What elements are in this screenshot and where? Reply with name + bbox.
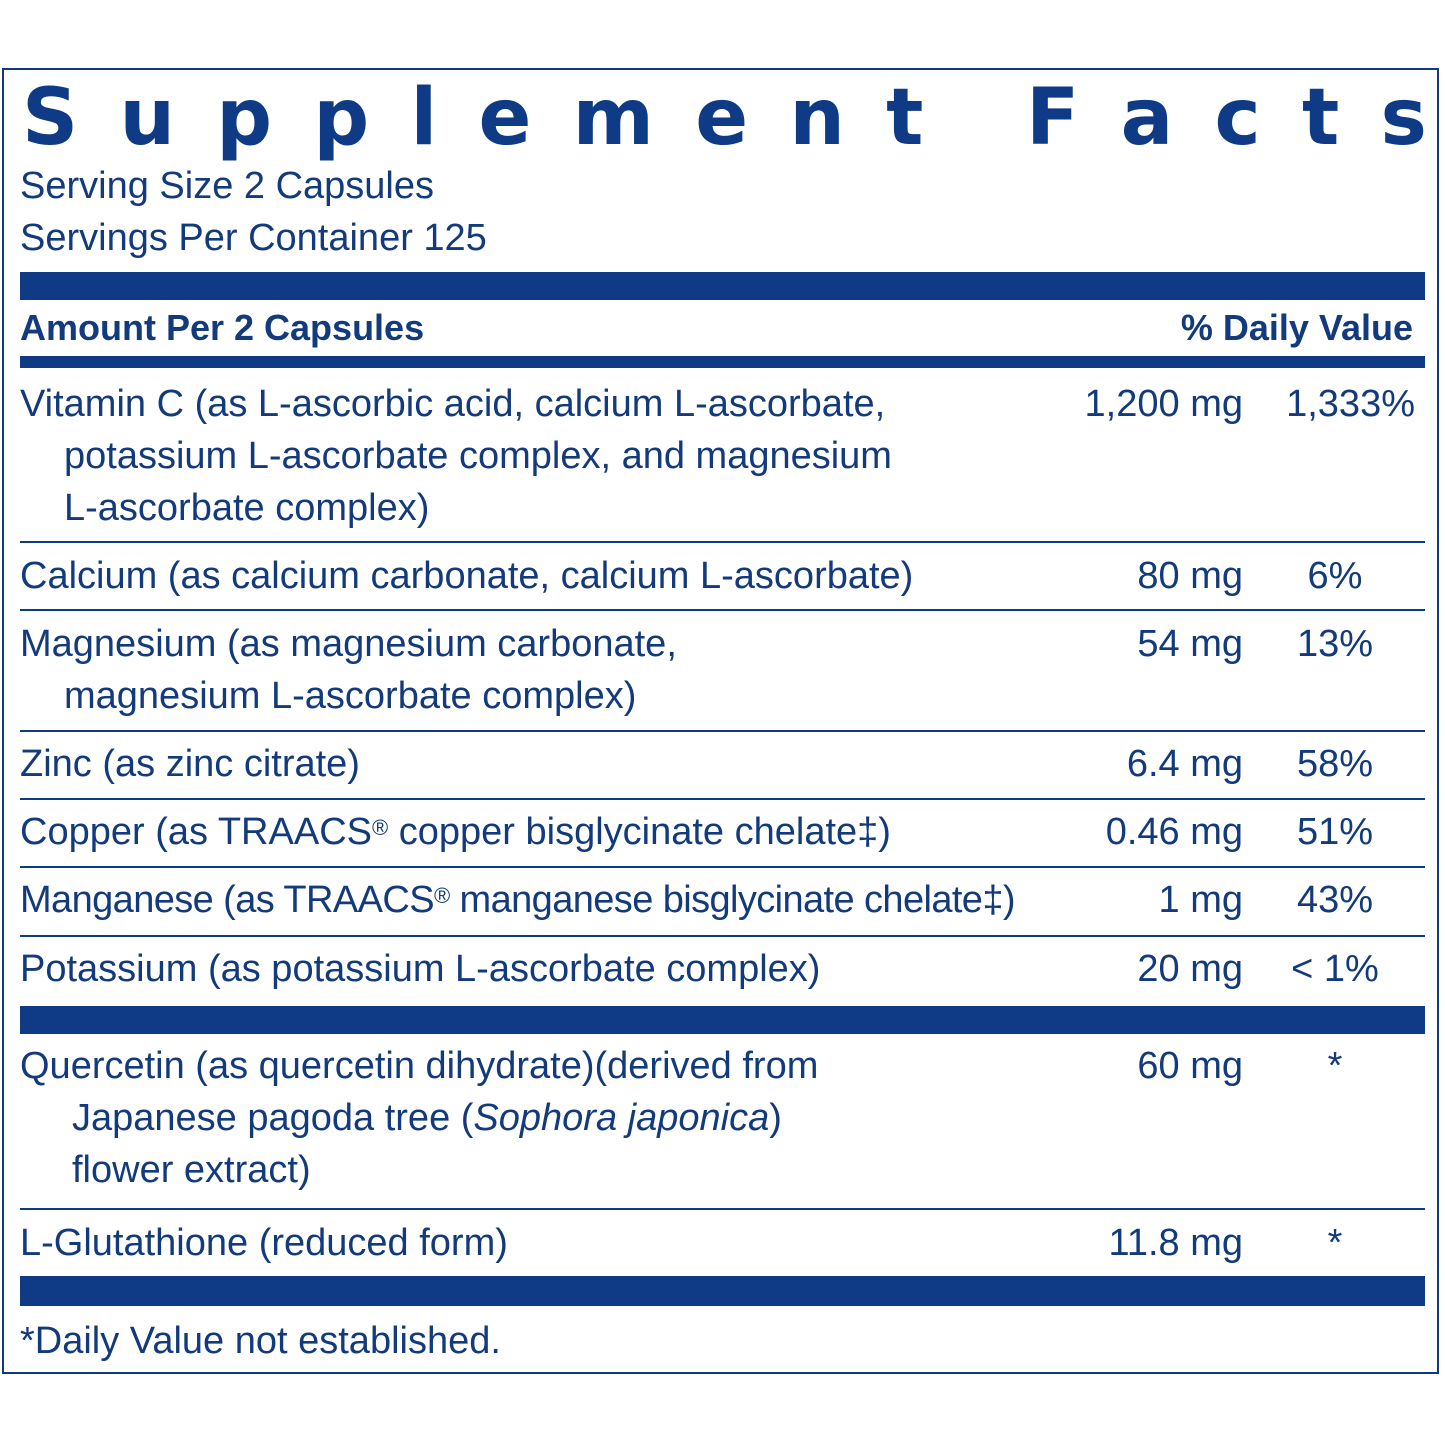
nutrient-amount: 11.8 mg <box>1108 1222 1243 1264</box>
name-line: potassium L-ascorbate complex, and magne… <box>64 435 892 477</box>
row-divider <box>20 798 1425 800</box>
nutrient-daily-value: 13% <box>1296 623 1374 665</box>
name-part: Japanese pagoda tree ( <box>72 1097 474 1139</box>
nutrient-daily-value: 43% <box>1296 879 1374 921</box>
panel-title: S u p p l e m e n t F a c t s <box>22 78 1427 158</box>
title-letter: t <box>1301 73 1340 163</box>
title-letter: l <box>410 73 438 163</box>
name-line: Japanese pagoda tree (Sophora japonica) <box>20 1092 1060 1144</box>
nutrient-amount: 1 mg <box>1158 879 1243 921</box>
title-letter: c <box>1214 73 1261 163</box>
name-line: Magnesium (as magnesium carbonate, <box>20 623 677 665</box>
species-name: Sophora japonica <box>473 1097 770 1139</box>
name-line: magnesium L-ascorbate complex) <box>64 675 637 717</box>
name-line: Copper (as TRAACS® copper bisglycinate c… <box>20 806 1060 858</box>
nutrient-daily-value: 1,333% <box>1286 383 1415 425</box>
nutrient-amount: 6.4 mg <box>1126 743 1243 785</box>
nutrient-amount: 54 mg <box>1137 623 1243 665</box>
nutrient-name: Zinc (as zinc citrate) <box>20 738 1060 790</box>
nutrient-daily-value: 6% <box>1307 555 1363 597</box>
registered-mark: ® <box>371 815 389 840</box>
nutrient-name: Potassium (as potassium L-ascorbate comp… <box>20 943 1060 995</box>
nutrient-amount: 0.46 mg <box>1105 811 1243 853</box>
nutrient-daily-value: * <box>1327 1222 1343 1264</box>
row-divider <box>20 730 1425 732</box>
name-part: ) <box>769 1097 782 1139</box>
title-letter: u <box>119 73 175 163</box>
name-line: Zinc (as zinc citrate) <box>20 743 360 785</box>
name-part: Copper (as TRAACS <box>20 811 372 853</box>
title-letter: p <box>313 73 370 163</box>
title-letter: p <box>216 73 273 163</box>
row-divider <box>20 609 1425 611</box>
nutrient-name: Calcium (as calcium carbonate, calcium L… <box>20 550 1060 602</box>
name-line: flower extract) <box>72 1149 311 1191</box>
servings-per-container: Servings Per Container 125 <box>20 217 487 259</box>
title-letter: n <box>789 73 845 163</box>
row-divider <box>20 935 1425 937</box>
name-part: manganese bisglycinate chelate‡) <box>459 879 1016 921</box>
name-part: copper bisglycinate chelate‡) <box>398 811 891 853</box>
nutrient-amount: 60 mg <box>1137 1045 1243 1087</box>
name-line: Vitamin C (as L-ascorbic acid, calcium L… <box>20 383 886 425</box>
name-line: Quercetin (as quercetin dihydrate)(deriv… <box>20 1045 819 1087</box>
nutrient-daily-value: 51% <box>1296 811 1374 853</box>
name-line: L-ascorbate complex) <box>64 487 430 529</box>
title-letter: s <box>1380 73 1427 163</box>
registered-mark: ® <box>433 883 450 908</box>
name-line: Potassium (as potassium L-ascorbate comp… <box>20 948 821 990</box>
nutrient-name: Manganese (as TRAACS® manganese bisglyci… <box>20 874 1060 926</box>
nutrient-daily-value: * <box>1327 1045 1343 1087</box>
name-line: L-Glutathione (reduced form) <box>20 1222 508 1264</box>
name-part: Manganese (as TRAACS <box>20 879 435 921</box>
title-letter: F <box>1026 73 1080 163</box>
nutrient-amount: 1,200 mg <box>1084 383 1243 425</box>
nutrient-name: Vitamin C (as L-ascorbic acid, calcium L… <box>20 378 1060 534</box>
nutrient-daily-value: 58% <box>1296 743 1374 785</box>
nutrient-name: Quercetin (as quercetin dihydrate)(deriv… <box>20 1040 1060 1196</box>
title-letter: m <box>572 73 654 163</box>
amount-header: Amount Per 2 Capsules <box>20 307 425 348</box>
row-divider <box>20 866 1425 868</box>
title-letter: S <box>22 73 79 163</box>
name-line: Manganese (as TRAACS® manganese bisglyci… <box>20 874 1060 926</box>
title-space <box>965 78 985 158</box>
row-divider <box>20 541 1425 543</box>
title-letter: e <box>478 73 532 163</box>
title-letter: t <box>886 73 924 163</box>
title-letter: a <box>1120 73 1174 163</box>
serving-size: Serving Size 2 Capsules <box>20 165 434 207</box>
nutrient-name: L-Glutathione (reduced form) <box>20 1217 1060 1269</box>
nutrient-amount: 20 mg <box>1137 948 1243 990</box>
medium-divider <box>20 356 1425 368</box>
nutrient-amount: 80 mg <box>1137 555 1243 597</box>
nutrient-name: Magnesium (as magnesium carbonate, magne… <box>20 618 1060 722</box>
nutrient-daily-value: < 1% <box>1291 948 1379 990</box>
nutrient-name: Copper (as TRAACS® copper bisglycinate c… <box>20 806 1060 858</box>
thick-divider <box>20 272 1425 300</box>
title-letter: e <box>695 73 749 163</box>
footnote: *Daily Value not established. <box>20 1320 501 1362</box>
row-divider <box>20 1208 1425 1210</box>
thick-divider <box>20 1276 1425 1306</box>
name-line: Calcium (as calcium carbonate, calcium L… <box>20 555 914 597</box>
supplement-facts-panel <box>2 68 1439 1374</box>
daily-value-header: % Daily Value <box>1180 307 1413 348</box>
thick-divider <box>20 1006 1425 1034</box>
